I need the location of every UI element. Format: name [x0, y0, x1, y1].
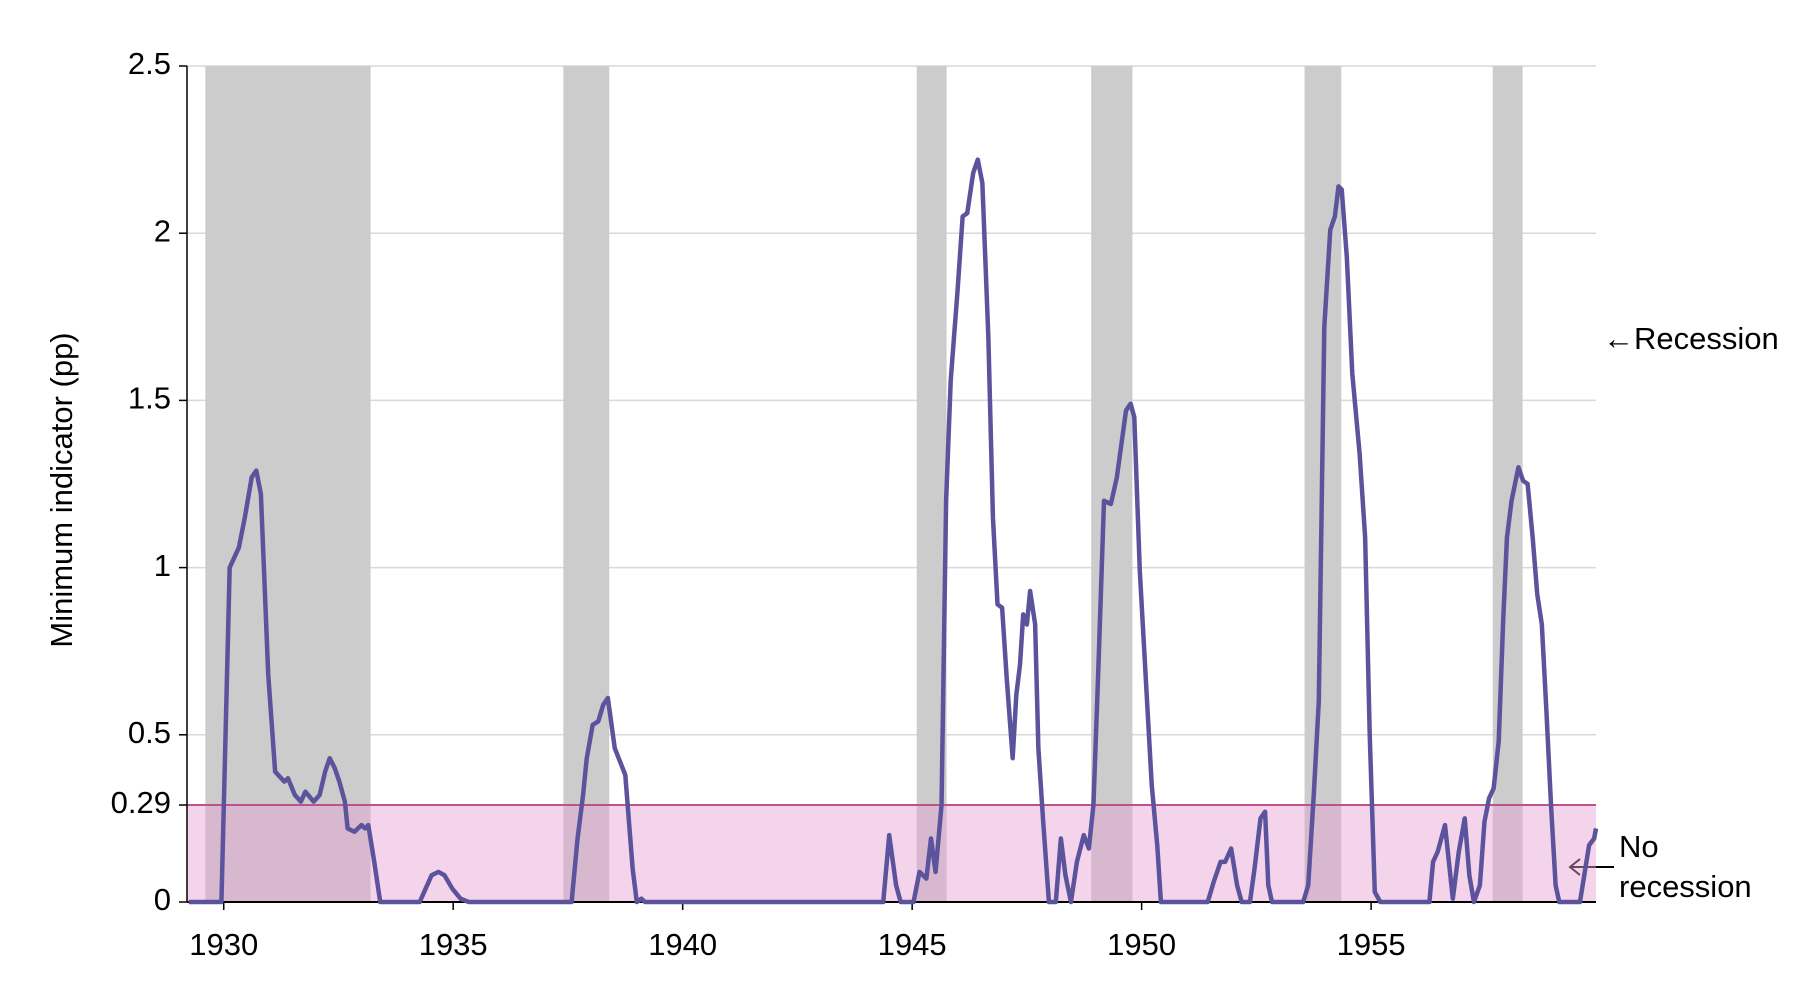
y-tick-label: 2	[154, 213, 171, 248]
y-tick-label: 0.5	[128, 715, 171, 750]
annotation: No	[1619, 829, 1659, 864]
y-tick-label: 1	[154, 548, 171, 583]
y-tick-label: 1.5	[128, 381, 171, 416]
recession-band	[1492, 66, 1523, 902]
y-tick-label: 0.29	[111, 785, 171, 820]
x-tick-label: 1955	[1337, 927, 1406, 962]
annotation: recession	[1619, 869, 1752, 904]
x-tick-label: 1945	[878, 927, 947, 962]
annotation-arrow	[1568, 858, 1614, 876]
x-tick-label: 1950	[1107, 927, 1176, 962]
recession-band	[1091, 66, 1133, 902]
y-axis-label: Minimum indicator (pp)	[44, 332, 79, 647]
y-tick-label: 2.5	[128, 46, 171, 81]
recession-band	[205, 66, 371, 902]
annotation: ←Recession	[1603, 321, 1779, 356]
x-tick-label: 1930	[189, 927, 258, 962]
y-tick-label: 0	[154, 882, 171, 917]
data-line	[188, 157, 1599, 905]
x-tick-label: 1940	[648, 927, 717, 962]
x-tick-label: 1935	[419, 927, 488, 962]
